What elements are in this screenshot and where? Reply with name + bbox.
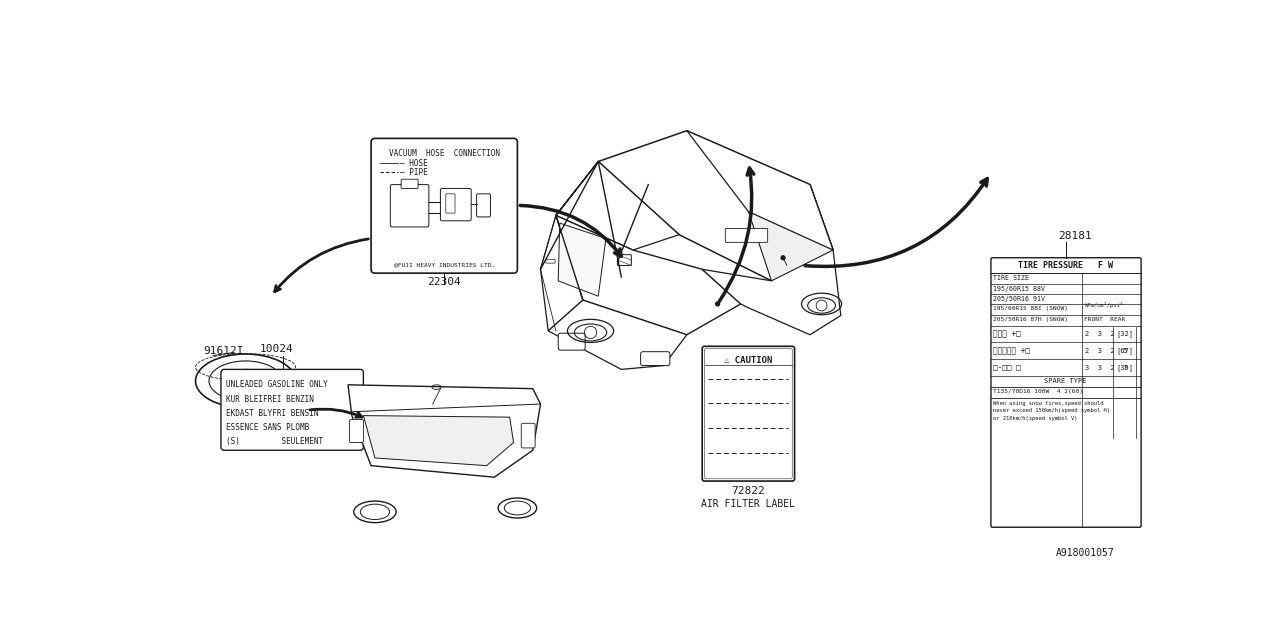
Text: 205/50R16 87H (SNOW): 205/50R16 87H (SNOW) bbox=[993, 317, 1069, 322]
Text: AIR FILTER LABEL: AIR FILTER LABEL bbox=[701, 499, 795, 509]
Text: TIRE PRESSURE   F W: TIRE PRESSURE F W bbox=[1018, 261, 1114, 270]
Text: VACUUM  HOSE  CONNECTION: VACUUM HOSE CONNECTION bbox=[389, 149, 499, 158]
Polygon shape bbox=[540, 161, 598, 331]
FancyBboxPatch shape bbox=[726, 228, 768, 243]
FancyBboxPatch shape bbox=[640, 352, 669, 365]
Text: ※※※※※ +□: ※※※※※ +□ bbox=[993, 346, 1030, 355]
Text: KUR BLEIFREI BENZIN: KUR BLEIFREI BENZIN bbox=[227, 394, 314, 403]
Text: kPa/cm²/psi²: kPa/cm²/psi² bbox=[1084, 303, 1123, 308]
Text: T135/70D16 100W  4 2(60): T135/70D16 100W 4 2(60) bbox=[993, 389, 1083, 394]
Polygon shape bbox=[348, 385, 540, 477]
Polygon shape bbox=[687, 131, 833, 250]
FancyBboxPatch shape bbox=[390, 184, 429, 227]
FancyBboxPatch shape bbox=[445, 194, 454, 213]
Text: UNLEADED GASOLINE ONLY: UNLEADED GASOLINE ONLY bbox=[227, 380, 328, 389]
Polygon shape bbox=[749, 184, 833, 281]
Text: 3  3  2  7: 3 3 2 7 bbox=[1085, 365, 1128, 371]
FancyBboxPatch shape bbox=[349, 419, 364, 442]
Text: — HOSE: — HOSE bbox=[401, 159, 428, 168]
FancyBboxPatch shape bbox=[703, 346, 795, 481]
Text: [39]: [39] bbox=[1116, 365, 1134, 371]
Polygon shape bbox=[556, 161, 680, 250]
Circle shape bbox=[716, 302, 719, 306]
Text: When using snow tires,speed should: When using snow tires,speed should bbox=[993, 401, 1103, 406]
FancyBboxPatch shape bbox=[545, 259, 556, 263]
Text: SPARE TYPE: SPARE TYPE bbox=[1044, 378, 1087, 384]
Text: (S)         SEULEMENT: (S) SEULEMENT bbox=[227, 438, 324, 447]
Text: [67]: [67] bbox=[1116, 348, 1134, 355]
FancyBboxPatch shape bbox=[440, 188, 471, 221]
Polygon shape bbox=[558, 223, 605, 296]
Text: or 210km/h(speed symbol V): or 210km/h(speed symbol V) bbox=[993, 416, 1078, 421]
Polygon shape bbox=[598, 131, 833, 281]
FancyBboxPatch shape bbox=[704, 349, 792, 479]
Text: ※※※ +□: ※※※ +□ bbox=[993, 330, 1021, 339]
FancyBboxPatch shape bbox=[371, 138, 517, 273]
Text: 2  3  2  5: 2 3 2 5 bbox=[1085, 348, 1128, 354]
Text: 2  3  2: 2 3 2 bbox=[1085, 331, 1115, 337]
Text: EKDAST BLYFRI BENSIN: EKDAST BLYFRI BENSIN bbox=[227, 409, 319, 418]
Text: A918001057: A918001057 bbox=[1056, 548, 1114, 558]
Text: 205/50R16 91V: 205/50R16 91V bbox=[993, 296, 1046, 301]
Text: @FUJI HEAVY INDUSTRIES LTD.: @FUJI HEAVY INDUSTRIES LTD. bbox=[394, 262, 495, 267]
Text: 195/60R15 88I (SNOW): 195/60R15 88I (SNOW) bbox=[993, 306, 1069, 311]
Text: FRONT  REAR: FRONT REAR bbox=[1084, 317, 1125, 322]
Text: ⚠ CAUTION: ⚠ CAUTION bbox=[724, 356, 773, 365]
Text: never exceed 150km/h(speed symbol H): never exceed 150km/h(speed symbol H) bbox=[993, 408, 1110, 413]
FancyBboxPatch shape bbox=[221, 369, 364, 451]
Polygon shape bbox=[703, 184, 841, 335]
Polygon shape bbox=[364, 415, 513, 466]
Text: TIRE SIZE: TIRE SIZE bbox=[993, 275, 1029, 281]
FancyBboxPatch shape bbox=[476, 194, 490, 217]
FancyBboxPatch shape bbox=[401, 179, 419, 188]
Text: [32]: [32] bbox=[1116, 331, 1134, 337]
Text: 195/60R15 88V: 195/60R15 88V bbox=[993, 285, 1046, 292]
Text: □-□□ □: □-□□ □ bbox=[993, 364, 1021, 372]
Text: 72822: 72822 bbox=[732, 486, 765, 497]
FancyBboxPatch shape bbox=[991, 258, 1140, 527]
Text: 91612I: 91612I bbox=[204, 346, 243, 356]
FancyBboxPatch shape bbox=[521, 423, 535, 448]
Text: 22304: 22304 bbox=[428, 277, 461, 287]
Text: — PIPE: — PIPE bbox=[401, 168, 428, 177]
Polygon shape bbox=[556, 216, 741, 335]
FancyBboxPatch shape bbox=[558, 333, 585, 350]
Polygon shape bbox=[548, 300, 687, 369]
Circle shape bbox=[781, 256, 785, 260]
Text: 10024: 10024 bbox=[260, 344, 293, 354]
Text: 28181: 28181 bbox=[1059, 231, 1092, 241]
Text: ESSENCE SANS PLOMB: ESSENCE SANS PLOMB bbox=[227, 423, 310, 432]
FancyBboxPatch shape bbox=[617, 255, 631, 266]
